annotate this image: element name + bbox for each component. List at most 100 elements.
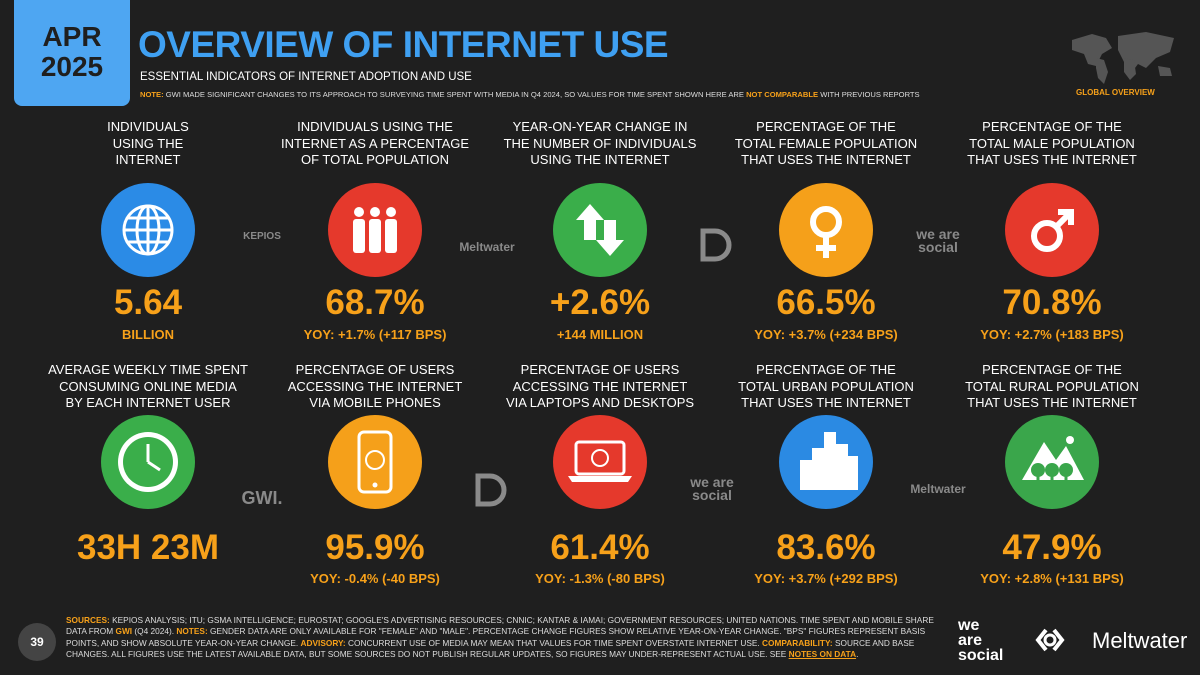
glyph bbox=[370, 207, 380, 217]
glyph bbox=[1053, 209, 1074, 230]
glyph bbox=[574, 440, 626, 476]
glyph bbox=[354, 207, 364, 217]
icon-glyph bbox=[800, 432, 858, 490]
watermark: Meltwater bbox=[910, 482, 966, 496]
glyph bbox=[591, 449, 609, 467]
label-line: PERCENTAGE OF USERS bbox=[520, 362, 680, 377]
label-line: TOTAL URBAN POPULATION bbox=[738, 378, 914, 394]
glyph bbox=[848, 456, 858, 490]
note-segment: NOTE: bbox=[140, 90, 164, 99]
cell-sub: YOY: +3.7% (+292 BPS) bbox=[754, 571, 898, 586]
icon-circle bbox=[553, 415, 647, 509]
cell-label: INDIVIDUALS USING THE INTERNET AS A PERCE… bbox=[265, 119, 485, 169]
cell-label: PERCENTAGE OF USERS ACCESSING THE INTERNE… bbox=[265, 362, 485, 412]
label-line: TOTAL MALE POPULATION bbox=[969, 135, 1135, 151]
cell-value: +2.6% bbox=[549, 283, 651, 322]
cell-label: YEAR-ON-YEAR CHANGE IN THE NUMBER OF INDI… bbox=[490, 119, 710, 169]
glyph bbox=[372, 482, 378, 488]
cell-value: 83.6% bbox=[776, 528, 876, 567]
badge: GLOBAL OVERVIEW bbox=[1076, 88, 1155, 97]
date-box: APR 2025 bbox=[14, 0, 130, 106]
label-line: THAT USES THE INTERNET bbox=[741, 152, 911, 167]
icon-circle bbox=[779, 183, 873, 277]
icon-circle bbox=[1005, 183, 1099, 277]
note-segment: WITH PREVIOUS REPORTS bbox=[818, 90, 920, 99]
glyph bbox=[812, 448, 824, 490]
source-segment: ADVISORY: bbox=[300, 637, 346, 648]
cell-value: 95.9% bbox=[325, 528, 425, 567]
glyph bbox=[124, 206, 172, 254]
label-line: THAT USES THE INTERNET bbox=[967, 152, 1137, 167]
cell-label: PERCENTAGE OF THE TOTAL FEMALE POPULATION… bbox=[716, 119, 936, 169]
note-segment: NOT COMPARABLE bbox=[746, 90, 819, 99]
icon-glyph bbox=[810, 206, 842, 258]
label-line: ACCESSING THE INTERNET bbox=[287, 378, 463, 394]
glyph bbox=[1031, 463, 1045, 477]
icon-glyph bbox=[568, 440, 632, 482]
label-line: INDIVIDUALS USING THE bbox=[297, 119, 453, 134]
dr-logo bbox=[475, 473, 507, 507]
label-line: USING THE INTERNET bbox=[530, 152, 670, 167]
glyph bbox=[385, 219, 397, 253]
source-segment: SOURCE AND BASE CHANGES. ALL FIGURES USE… bbox=[66, 637, 915, 659]
logo-line: are bbox=[958, 632, 983, 649]
label-line: VIA MOBILE PHONES bbox=[309, 395, 441, 410]
icon-glyph bbox=[357, 430, 393, 494]
source-segment: KEPIOS ANALYSIS; ITU; GSMA INTELLIGENCE;… bbox=[66, 615, 934, 637]
source-segment: GENDER DATA ARE ONLY AVAILABLE FOR "FEMA… bbox=[66, 626, 926, 648]
glyph bbox=[596, 220, 624, 256]
cell-sub: YOY: +1.7% (+117 BPS) bbox=[303, 327, 447, 342]
logo-line: social bbox=[958, 647, 1004, 664]
source-segment: NOTES ON DATA bbox=[788, 648, 857, 659]
glyph bbox=[1059, 463, 1073, 477]
label-line: PERCENTAGE OF USERS bbox=[295, 362, 455, 377]
label-line: INDIVIDUALS bbox=[107, 119, 189, 134]
date-year: 2025 bbox=[40, 51, 104, 82]
label-line: INTERNET bbox=[115, 152, 181, 167]
cell-sub: YOY: +2.7% (+183 BPS) bbox=[980, 327, 1124, 342]
cell-value: 70.8% bbox=[1002, 283, 1102, 322]
logo-meltwater: Meltwater bbox=[1092, 628, 1188, 653]
cell-label: PERCENTAGE OF THE TOTAL RURAL POPULATION T… bbox=[942, 362, 1162, 412]
cell-label: PERCENTAGE OF THE TOTAL URBAN POPULATION T… bbox=[716, 362, 936, 412]
icon-glyph bbox=[576, 204, 624, 256]
source-segment: NOTES: bbox=[176, 626, 208, 637]
cell-sub: YOY: -0.4% (-40 BPS) bbox=[310, 571, 440, 586]
glyph bbox=[353, 219, 365, 253]
icon-glyph bbox=[118, 432, 178, 492]
label-line: PERCENTAGE OF THE bbox=[982, 119, 1122, 134]
label-line: TOTAL RURAL POPULATION bbox=[965, 378, 1139, 394]
logo-line: we bbox=[958, 617, 980, 634]
watermark: KEPIOS bbox=[243, 231, 281, 242]
glyph bbox=[800, 460, 812, 490]
cell-value: 5.64 bbox=[113, 283, 183, 322]
glyph bbox=[386, 207, 396, 217]
glyph bbox=[576, 204, 604, 240]
note: NOTE: GWI MADE SIGNIFICANT CHANGES TO IT… bbox=[140, 90, 920, 99]
glyph bbox=[836, 444, 848, 490]
label-line: ACCESSING THE INTERNET bbox=[512, 378, 688, 394]
icon-glyph bbox=[1022, 436, 1084, 484]
label-line: BY EACH INTERNET USER bbox=[65, 395, 231, 410]
dr-logo bbox=[700, 228, 732, 262]
glyph bbox=[1066, 436, 1074, 444]
glyph bbox=[369, 219, 381, 253]
cell-value: 33H 23M bbox=[76, 528, 220, 567]
label-line: THAT USES THE INTERNET bbox=[741, 395, 911, 410]
label-line: PERCENTAGE OF THE bbox=[756, 119, 896, 134]
icon-glyph bbox=[1031, 209, 1074, 252]
source-segment: (Q4 2024). bbox=[132, 626, 177, 637]
cell-label: AVERAGE WEEKLY TIME SPENT CONSUMING ONLIN… bbox=[38, 362, 258, 412]
label-line: PERCENTAGE OF THE bbox=[982, 362, 1122, 377]
glyph bbox=[568, 476, 632, 482]
label-line: CONSUMING ONLINE MEDIA bbox=[59, 378, 237, 394]
cell-value: 47.9% bbox=[1002, 528, 1102, 567]
icon-circle bbox=[328, 415, 422, 509]
glyph bbox=[824, 432, 836, 490]
watermark: Meltwater bbox=[459, 240, 515, 254]
glyph bbox=[1064, 474, 1068, 484]
cell-sub: BILLION bbox=[122, 327, 174, 342]
cell-value: 68.7% bbox=[325, 283, 425, 322]
